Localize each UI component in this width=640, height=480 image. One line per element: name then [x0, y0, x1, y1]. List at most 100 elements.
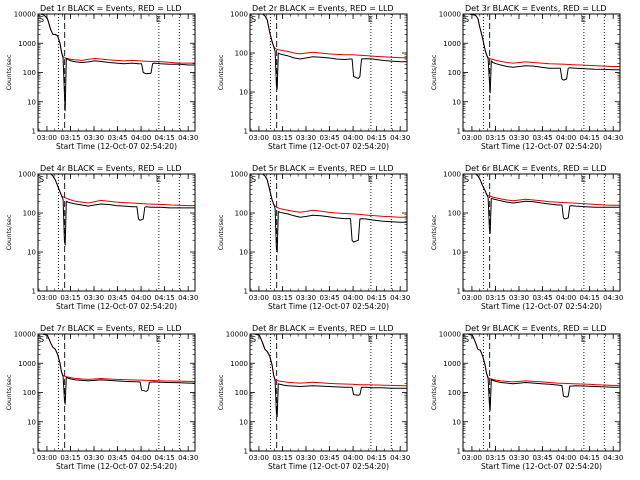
- y-tick-label: 10: [239, 418, 248, 426]
- x-tick-label: 03:30: [296, 454, 316, 462]
- y-axis-label: Counts/sec: [430, 214, 438, 250]
- x-tick-label: 04:00: [556, 134, 576, 142]
- x-tick-label: 03:00: [37, 454, 57, 462]
- y-tick-label: 1000: [230, 171, 248, 179]
- lld-line: [38, 13, 195, 64]
- end-marker: E: [368, 175, 373, 184]
- y-tick-label: 10000: [439, 331, 461, 339]
- lld-line: [250, 333, 408, 387]
- plot-frame: [37, 13, 196, 132]
- y-tick-label: 100: [448, 389, 461, 397]
- start-marker: S: [251, 175, 256, 184]
- x-tick-label: 03:15: [485, 134, 505, 142]
- y-tick-label: 10: [239, 249, 248, 257]
- events-line: [250, 13, 407, 90]
- x-tick-label: 04:00: [343, 134, 363, 142]
- x-axis-label: Start Time (12-Oct-07 02:54:20): [268, 302, 389, 311]
- y-axis-label: Counts/sec: [430, 374, 438, 410]
- y-tick-label: 1: [32, 288, 36, 296]
- x-axis-label: Start Time (12-Oct-07 02:54:20): [481, 302, 602, 311]
- y-axis-label: Counts/sec: [5, 374, 13, 410]
- plot-frame: [249, 13, 408, 132]
- chart-title: Det 3r BLACK = Events, RED = LLD: [465, 4, 607, 13]
- chart-title: Det 6r BLACK = Events, RED = LLD: [465, 164, 607, 173]
- x-tick-label: 03:45: [532, 294, 552, 302]
- x-tick-label: 03:45: [107, 454, 127, 462]
- chart-panel-8: Det 8r BLACK = Events, RED = LLD Counts/s…: [217, 324, 410, 471]
- x-tick-label: 04:15: [580, 454, 600, 462]
- x-tick-label: 04:30: [390, 294, 410, 302]
- y-tick-label: 1: [457, 288, 461, 296]
- y-tick-label: 10000: [226, 331, 248, 339]
- y-tick-label: 100: [448, 69, 461, 77]
- start-marker: S: [39, 15, 44, 24]
- y-axis-label: Counts/sec: [217, 54, 225, 90]
- y-tick-label: 100: [235, 50, 248, 58]
- events-line: [38, 333, 195, 405]
- x-tick-label: 03:00: [249, 134, 269, 142]
- x-tick-label: 04:30: [390, 454, 410, 462]
- x-tick-label: 03:15: [485, 294, 505, 302]
- chart-panel-1: Det 1r BLACK = Events, RED = LLD Counts/s…: [5, 4, 198, 151]
- y-tick-label: 1000: [443, 360, 461, 368]
- x-tick-label: 03:15: [272, 134, 292, 142]
- chart-title: Det 8r BLACK = Events, RED = LLD: [252, 324, 394, 333]
- end-marker: E: [368, 15, 373, 24]
- x-axis-label: Start Time (12-Oct-07 02:54:20): [56, 302, 177, 311]
- start-marker: S: [464, 335, 469, 344]
- y-axis-label: Counts/sec: [217, 374, 225, 410]
- plot-frame: [462, 13, 621, 132]
- x-tick-label: 04:15: [580, 294, 600, 302]
- y-tick-label: 100: [448, 210, 461, 218]
- chart-title: Det 9r BLACK = Events, RED = LLD: [465, 324, 607, 333]
- x-axis-label: Start Time (12-Oct-07 02:54:20): [56, 142, 177, 151]
- plot-frame: [462, 333, 621, 452]
- events-line: [463, 173, 620, 234]
- plot-frame: [249, 173, 408, 292]
- y-tick-label: 1: [244, 288, 248, 296]
- x-tick-label: 03:15: [60, 294, 80, 302]
- x-tick-label: 03:00: [37, 134, 57, 142]
- x-axis-label: Start Time (12-Oct-07 02:54:20): [268, 142, 389, 151]
- end-marker: E: [581, 15, 586, 24]
- lld-line: [463, 333, 620, 386]
- x-tick-label: 03:00: [37, 294, 57, 302]
- x-tick-label: 03:30: [509, 294, 529, 302]
- start-marker: S: [251, 15, 256, 24]
- end-marker: E: [368, 335, 373, 344]
- x-axis-label: Start Time (12-Oct-07 02:54:20): [56, 462, 177, 471]
- x-tick-label: 03:15: [272, 294, 292, 302]
- x-tick-label: 04:15: [367, 134, 387, 142]
- y-tick-label: 10000: [14, 331, 36, 339]
- start-marker: S: [39, 335, 44, 344]
- end-marker: E: [156, 175, 161, 184]
- y-tick-label: 10000: [14, 11, 36, 19]
- x-tick-label: 04:00: [343, 294, 363, 302]
- plot-frame: [249, 333, 408, 452]
- events-line: [250, 333, 407, 418]
- x-axis-label: Start Time (12-Oct-07 02:54:20): [481, 462, 602, 471]
- chart-panel-3: Det 3r BLACK = Events, RED = LLD Counts/s…: [430, 4, 623, 151]
- x-axis-label: Start Time (12-Oct-07 02:54:20): [481, 142, 602, 151]
- x-tick-label: 04:00: [131, 294, 151, 302]
- chart-title: Det 7r BLACK = Events, RED = LLD: [40, 324, 182, 333]
- start-marker: S: [39, 175, 44, 184]
- y-tick-label: 10: [452, 98, 461, 106]
- y-tick-label: 10: [239, 89, 248, 97]
- end-marker: E: [156, 15, 161, 24]
- x-tick-label: 03:45: [319, 454, 339, 462]
- x-tick-label: 03:15: [60, 454, 80, 462]
- x-tick-label: 04:30: [390, 134, 410, 142]
- y-tick-label: 1: [244, 448, 248, 456]
- x-tick-label: 03:30: [84, 134, 104, 142]
- x-tick-label: 03:45: [107, 134, 127, 142]
- x-tick-label: 03:45: [319, 134, 339, 142]
- x-tick-label: 03:30: [509, 454, 529, 462]
- y-tick-label: 100: [235, 210, 248, 218]
- events-line: [38, 173, 195, 246]
- x-tick-label: 03:45: [532, 134, 552, 142]
- lld-line: [250, 13, 408, 59]
- chart-panel-6: Det 6r BLACK = Events, RED = LLD Counts/s…: [430, 164, 623, 311]
- x-tick-label: 03:15: [485, 454, 505, 462]
